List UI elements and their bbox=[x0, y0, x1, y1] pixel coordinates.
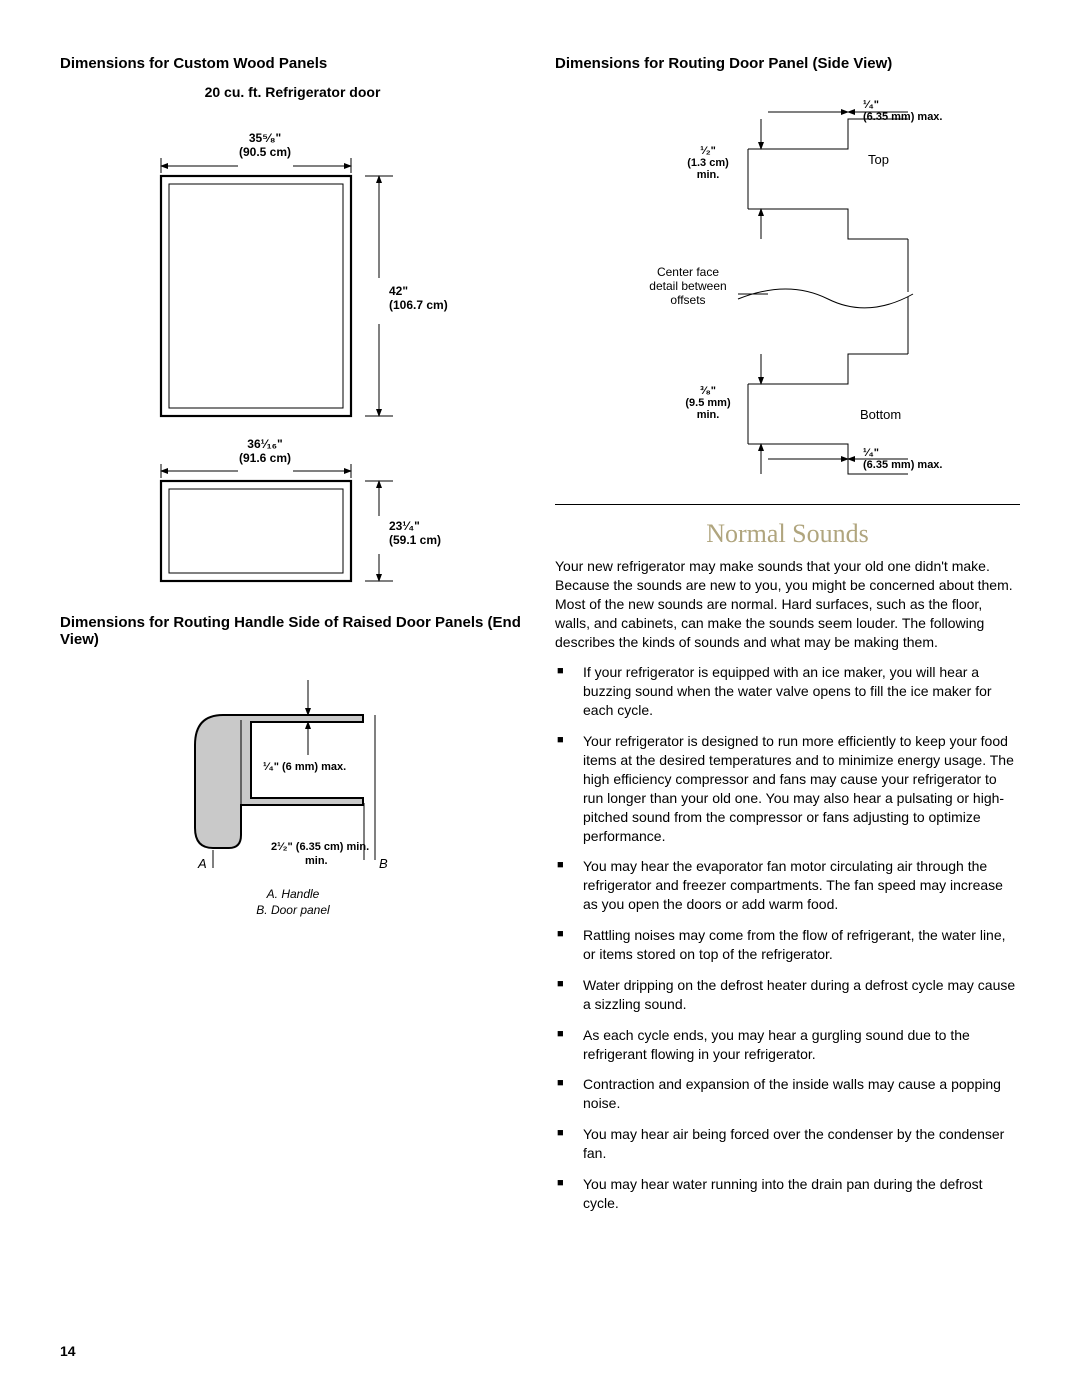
sd-bot-label: Bottom bbox=[860, 407, 901, 422]
top-width-cm: (90.5 cm) bbox=[238, 145, 290, 159]
sd-tr1: ¹⁄₄" bbox=[863, 99, 879, 111]
sd-br2: (6.35 mm) max. bbox=[863, 459, 942, 471]
top-height-cm: (106.7 cm) bbox=[389, 298, 448, 312]
sd-c3: offsets bbox=[670, 293, 705, 307]
sd-br1: ¹⁄₄" bbox=[863, 447, 879, 459]
sound-item: If your refrigerator is equipped with an… bbox=[577, 663, 1020, 720]
sd-bl1: ³⁄₈" bbox=[700, 385, 716, 397]
right-column: Dimensions for Routing Door Panel (Side … bbox=[555, 55, 1020, 1225]
sd-bl3: min. bbox=[696, 409, 719, 421]
sd-tl3: min. bbox=[696, 169, 719, 181]
sd-c2: detail between bbox=[649, 279, 726, 293]
sound-item: Rattling noises may come from the flow o… bbox=[577, 926, 1020, 964]
sd-top-label: Top bbox=[868, 152, 889, 167]
sound-item: Water dripping on the defrost heater dur… bbox=[577, 976, 1020, 1014]
handle-top-dim: ¹⁄₄" (6 mm) max. bbox=[263, 761, 346, 773]
marker-a: A bbox=[197, 856, 207, 871]
section-rule bbox=[555, 504, 1020, 505]
bot-width-frac: 36¹⁄₁₆" bbox=[247, 437, 282, 451]
normal-sounds-intro: Your new refrigerator may make sounds th… bbox=[555, 557, 1020, 651]
subheading-20cu: 20 cu. ft. Refrigerator door bbox=[60, 84, 525, 100]
heading-normal-sounds: Normal Sounds bbox=[555, 519, 1020, 549]
diagram-top-door: 35⁵⁄₈" (90.5 cm) 42" (106.7 cm) bbox=[60, 118, 525, 418]
legend-a: A. Handle bbox=[265, 887, 319, 901]
top-width-frac: 35⁵⁄₈" bbox=[248, 131, 280, 145]
sd-tr2: (6.35 mm) max. bbox=[863, 111, 942, 123]
sd-bl2: (9.5 mm) bbox=[685, 397, 731, 409]
heading-handle-routing: Dimensions for Routing Handle Side of Ra… bbox=[60, 614, 525, 648]
sound-item: Contraction and expansion of the inside … bbox=[577, 1075, 1020, 1113]
bot-height-frac: 23¹⁄₄" bbox=[389, 519, 420, 533]
legend-b: B. Door panel bbox=[256, 903, 330, 917]
sound-item: You may hear the evaporator fan motor ci… bbox=[577, 857, 1020, 914]
sound-item: You may hear water running into the drai… bbox=[577, 1175, 1020, 1213]
sd-tl2: (1.3 cm) bbox=[687, 157, 729, 169]
sound-item: You may hear air being forced over the c… bbox=[577, 1125, 1020, 1163]
heading-routing-side: Dimensions for Routing Door Panel (Side … bbox=[555, 55, 1020, 72]
diagram-handle-end: ¹⁄₄" (6 mm) max. 2¹⁄₂" (6.35 cm) min. mi… bbox=[60, 660, 525, 930]
top-height-in: 42" bbox=[389, 284, 408, 298]
sound-item: As each cycle ends, you may hear a gurgl… bbox=[577, 1026, 1020, 1064]
svg-text:min.: min. bbox=[305, 855, 328, 867]
bot-height-cm: (59.1 cm) bbox=[389, 533, 441, 547]
diagram-bottom-door: 36¹⁄₁₆" (91.6 cm) 23¹⁄₄" (59.1 cm) bbox=[60, 436, 525, 596]
sound-item: Your refrigerator is designed to run mor… bbox=[577, 732, 1020, 845]
handle-bot-dim: 2¹⁄₂" (6.35 cm) min. bbox=[271, 841, 369, 853]
sd-tl1: ¹⁄₂" bbox=[700, 145, 716, 157]
page-number: 14 bbox=[60, 1343, 76, 1359]
normal-sounds-list: If your refrigerator is equipped with an… bbox=[555, 663, 1020, 1212]
diagram-side-view: ¹⁄₄" (6.35 mm) max. ¹⁄₂" (1.3 cm) min. T… bbox=[555, 84, 1020, 484]
heading-custom-panels: Dimensions for Custom Wood Panels bbox=[60, 55, 525, 72]
left-column: Dimensions for Custom Wood Panels 20 cu.… bbox=[60, 55, 525, 1225]
bot-width-cm: (91.6 cm) bbox=[238, 451, 290, 465]
marker-b: B bbox=[379, 856, 388, 871]
sd-c1: Center face bbox=[656, 265, 718, 279]
